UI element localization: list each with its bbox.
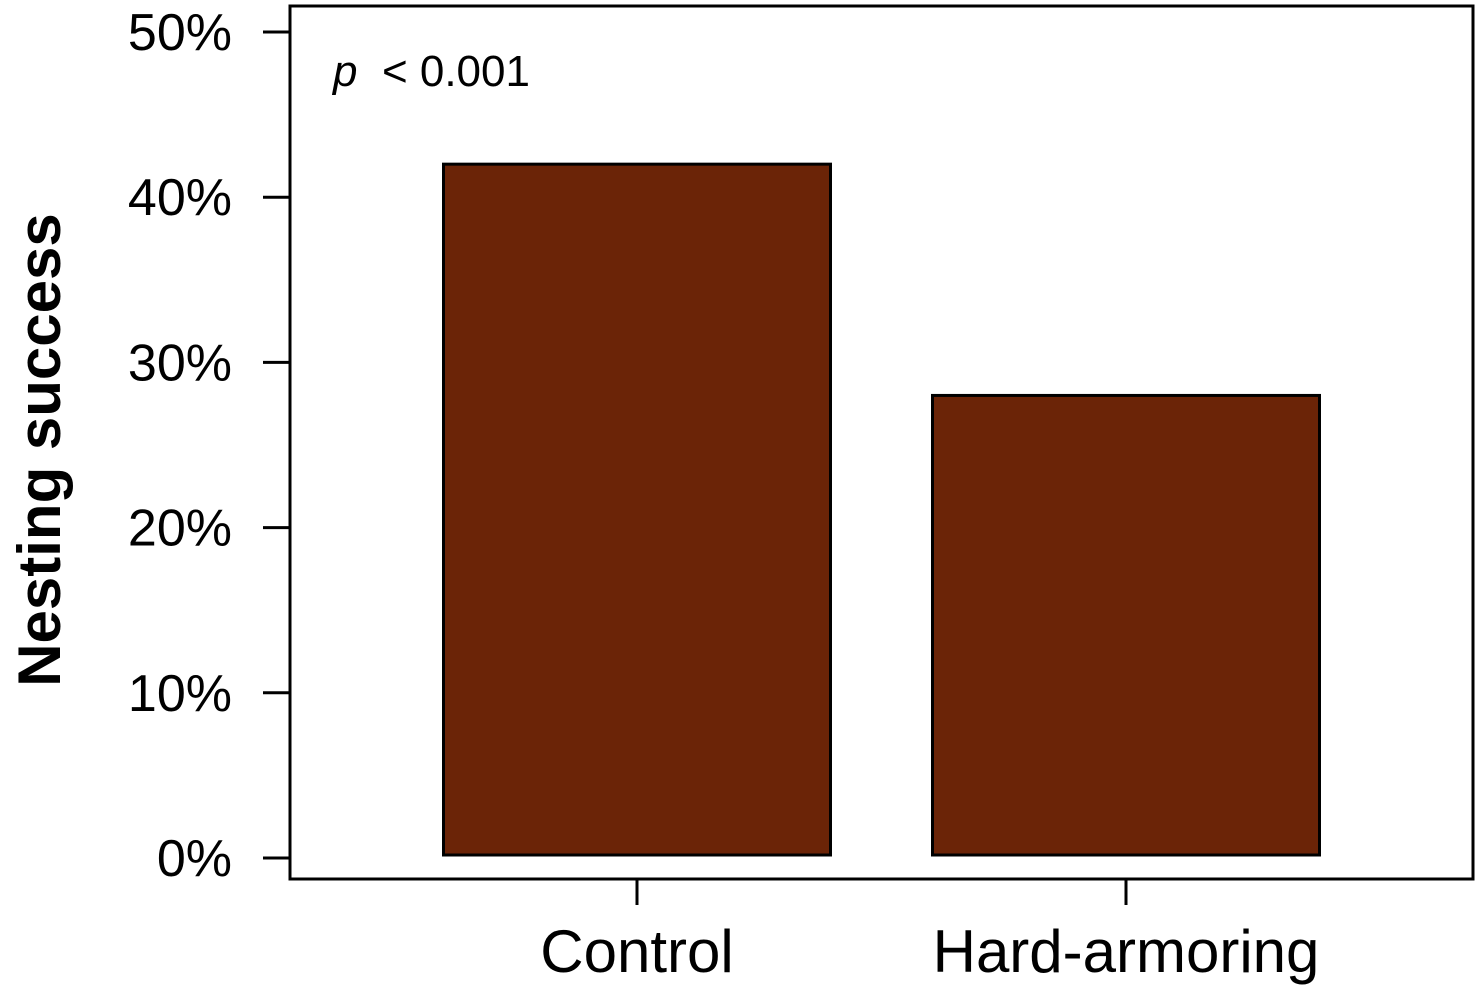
x-axis: Control Hard-armoring	[540, 879, 1319, 985]
y-tick-label-0: 0%	[157, 830, 232, 888]
x-tick-label-control: Control	[540, 918, 733, 985]
plot-frame	[288, 4, 1475, 881]
y-tick-label-40: 40%	[128, 169, 232, 227]
y-tick-label-10: 10%	[128, 665, 232, 723]
y-tick-label-30: 30%	[128, 334, 232, 392]
p-value-annotation: p < 0.001	[331, 47, 530, 96]
y-tick-label-20: 20%	[128, 500, 232, 558]
bar-control	[442, 162, 832, 857]
bar-hard-armoring	[931, 393, 1321, 857]
p-symbol: p	[331, 47, 357, 96]
x-tick-label-hard-armoring: Hard-armoring	[933, 918, 1320, 985]
y-tick-label-50: 50%	[128, 4, 232, 62]
p-value-text: < 0.001	[370, 47, 530, 96]
y-axis: 0% 10% 20% 30% 40% 50%	[128, 4, 290, 888]
bars-group	[442, 162, 1321, 857]
y-axis-label: Nesting success	[6, 213, 73, 687]
